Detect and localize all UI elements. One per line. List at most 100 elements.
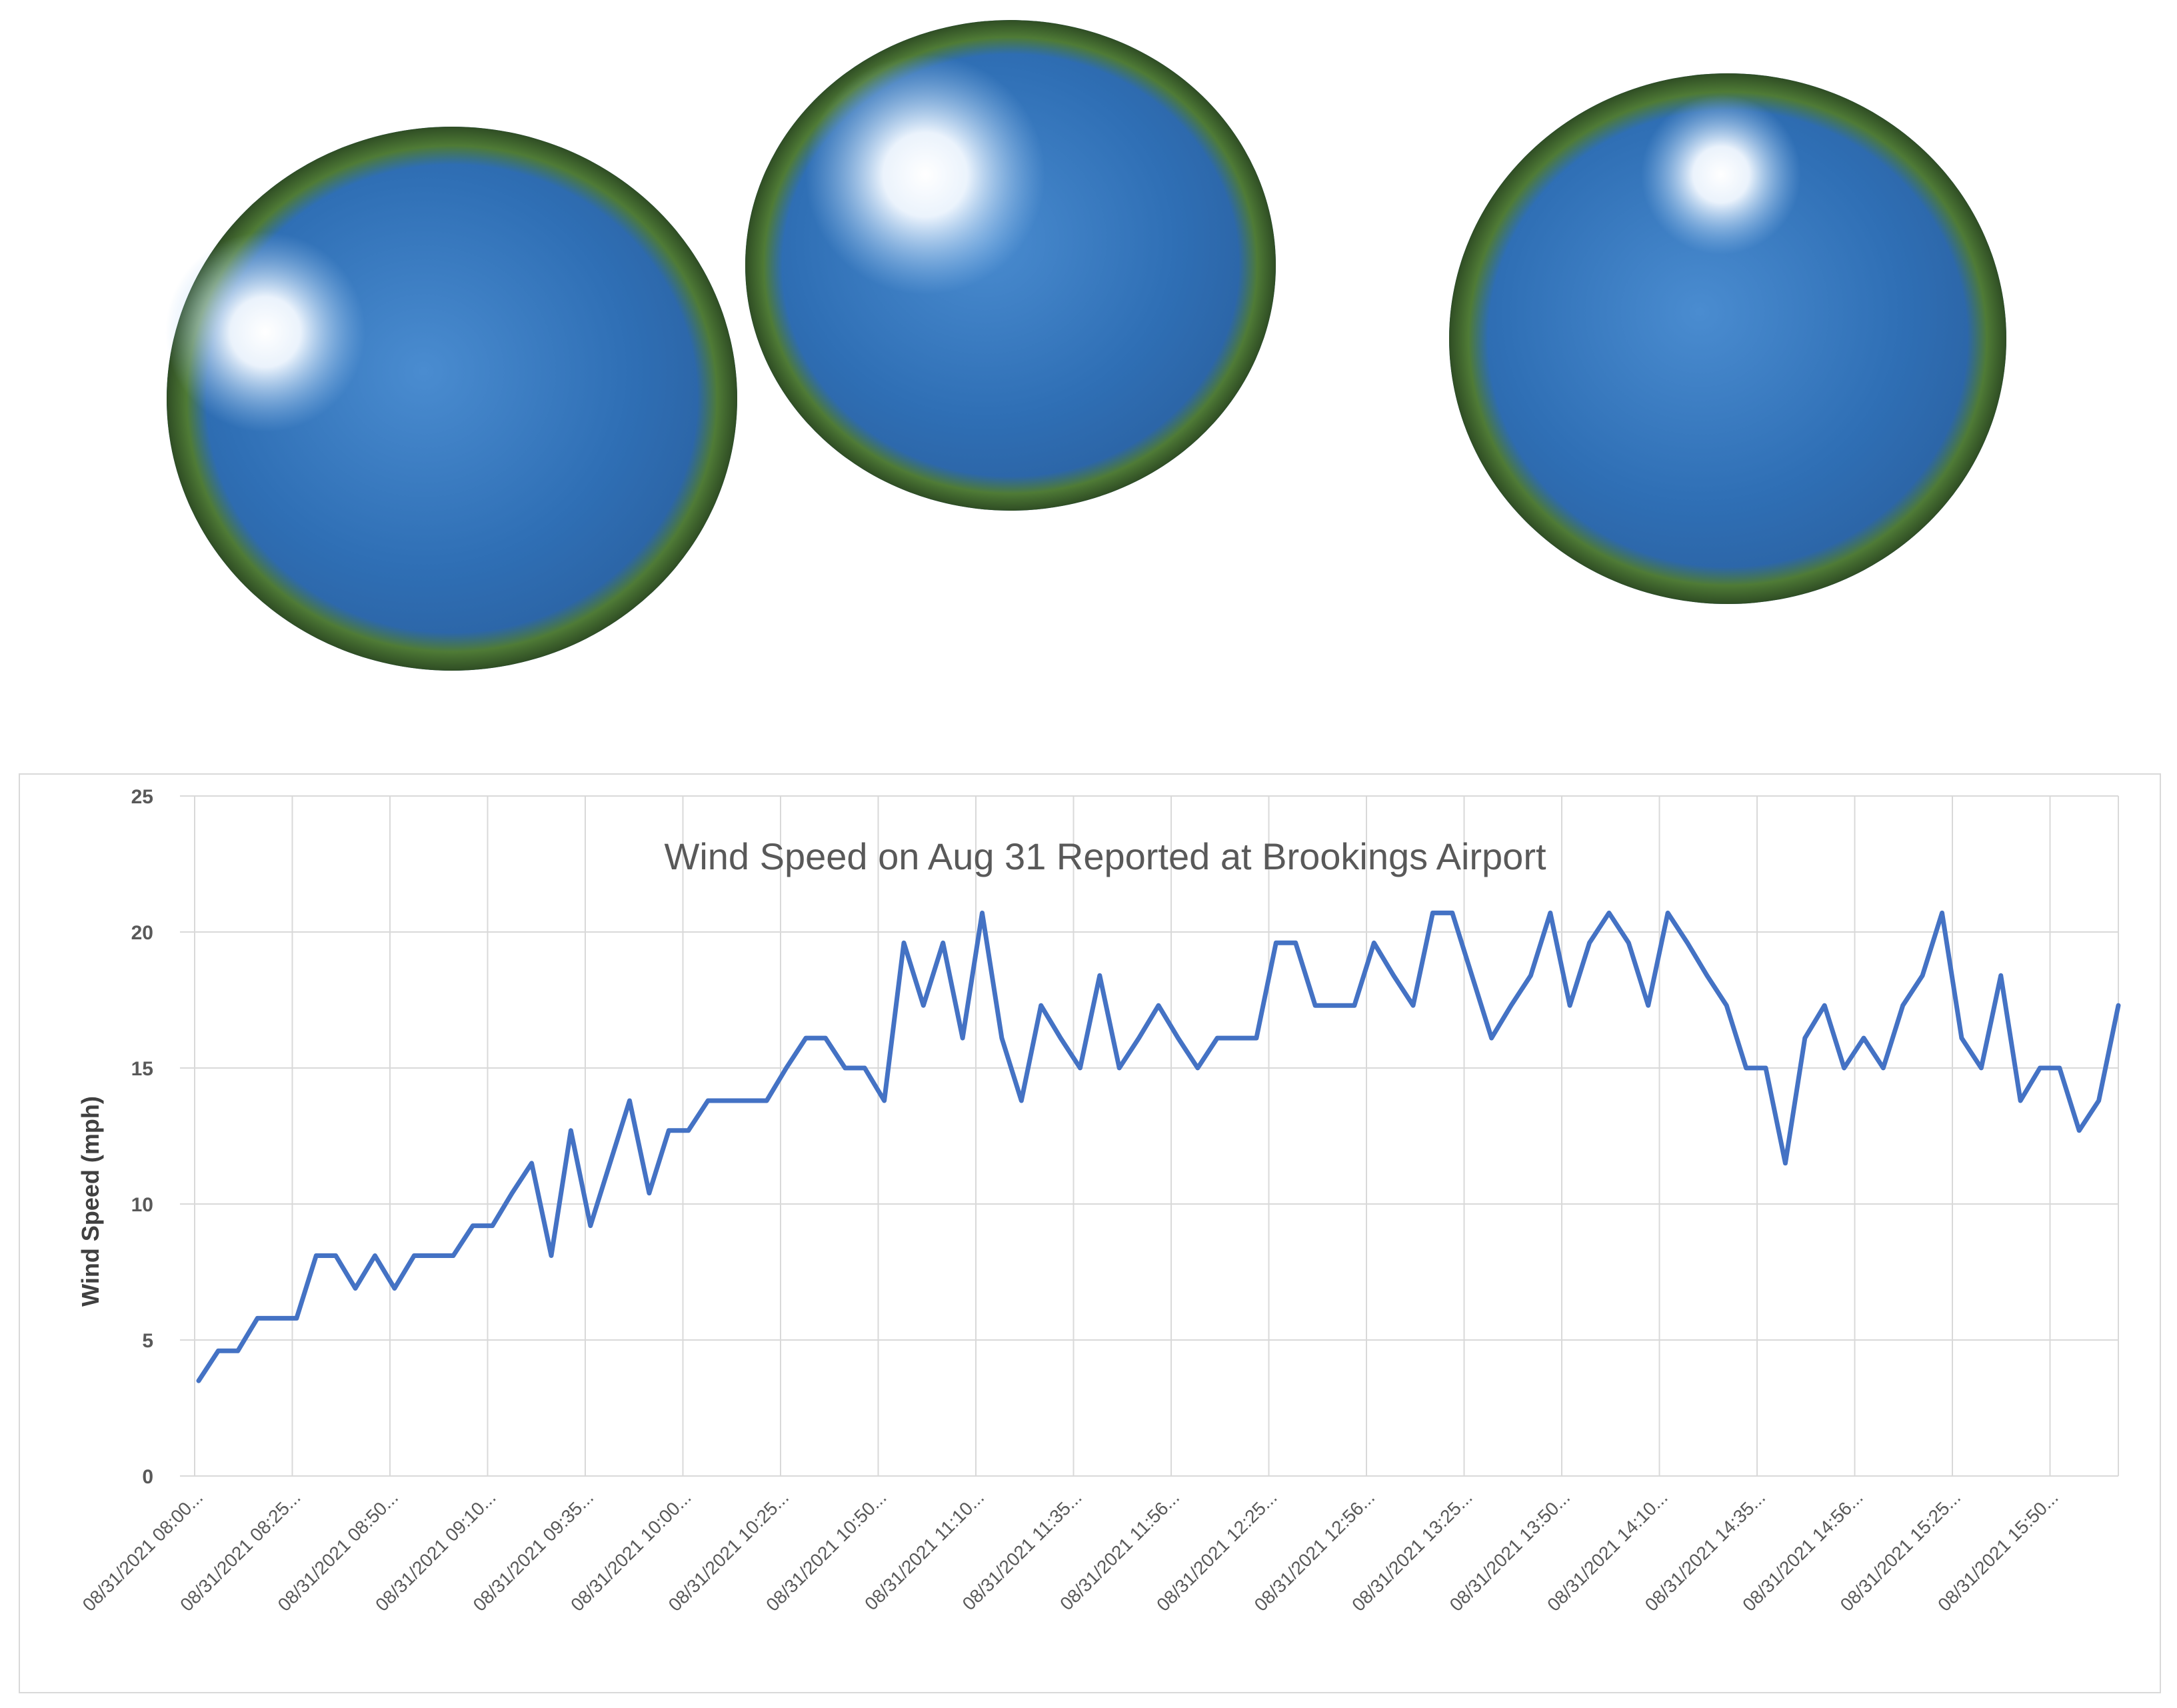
data-point bbox=[314, 1254, 318, 1258]
data-point bbox=[510, 1191, 514, 1195]
data-point bbox=[216, 1349, 220, 1353]
gridlines bbox=[180, 795, 2119, 1477]
y-axis-ticks: 0 5 10 15 20 25 bbox=[131, 786, 153, 1488]
data-point bbox=[1490, 1036, 1494, 1040]
data-point bbox=[2097, 1099, 2101, 1103]
data-point bbox=[295, 1316, 299, 1320]
data-point bbox=[1392, 973, 1396, 977]
data-point bbox=[647, 1191, 651, 1195]
data-point bbox=[1822, 1003, 1826, 1007]
data-point bbox=[412, 1254, 416, 1258]
data-point bbox=[1176, 1036, 1180, 1040]
data-point bbox=[1333, 1003, 1337, 1007]
data-point bbox=[1862, 1036, 1866, 1040]
chart-title: Wind Speed on Aug 31 Reported at Brookin… bbox=[664, 835, 1546, 877]
data-point bbox=[334, 1254, 338, 1258]
series-layer bbox=[196, 910, 2121, 1383]
x-axis-ticks: 08/31/2021 08:00...08/31/2021 08:25...08… bbox=[79, 1487, 2062, 1615]
fisheye-sky-photo-2 bbox=[745, 20, 1276, 511]
y-tick-label: 0 bbox=[142, 1466, 153, 1488]
data-point bbox=[1450, 911, 1454, 915]
data-point bbox=[1196, 1066, 1200, 1070]
data-point bbox=[726, 1099, 730, 1103]
data-point bbox=[197, 1379, 201, 1383]
data-point bbox=[451, 1254, 455, 1258]
sky-photos-row bbox=[0, 0, 2177, 733]
data-point bbox=[1274, 941, 1278, 945]
data-point bbox=[902, 941, 906, 945]
data-point bbox=[1764, 1066, 1768, 1070]
data-point bbox=[275, 1316, 279, 1320]
sun-glare bbox=[805, 55, 1045, 295]
data-point bbox=[2058, 1066, 2062, 1070]
data-point bbox=[1470, 973, 1474, 977]
data-point bbox=[1881, 1066, 1885, 1070]
data-point bbox=[1705, 973, 1709, 977]
data-point bbox=[471, 1224, 475, 1228]
data-point bbox=[1686, 941, 1690, 945]
y-tick-label: 20 bbox=[131, 922, 153, 944]
data-point bbox=[1646, 1003, 1650, 1007]
y-tick-label: 5 bbox=[142, 1330, 153, 1352]
data-point bbox=[373, 1254, 377, 1258]
data-point bbox=[1920, 973, 1924, 977]
data-point bbox=[1372, 941, 1376, 945]
data-point bbox=[1078, 1066, 1082, 1070]
data-point bbox=[1568, 1003, 1572, 1007]
data-point bbox=[1000, 1036, 1004, 1040]
data-point bbox=[1235, 1036, 1239, 1040]
data-point bbox=[765, 1099, 769, 1103]
data-point bbox=[491, 1224, 495, 1228]
data-point bbox=[1999, 973, 2003, 977]
series-line-wind-speed bbox=[196, 910, 2121, 1383]
data-point bbox=[2116, 1003, 2120, 1007]
data-point bbox=[628, 1099, 632, 1103]
data-point bbox=[1509, 1003, 1513, 1007]
data-point bbox=[1626, 941, 1630, 945]
data-point bbox=[687, 1129, 691, 1133]
data-point bbox=[1901, 1003, 1905, 1007]
y-tick-label: 10 bbox=[131, 1194, 153, 1216]
data-point bbox=[1607, 911, 1611, 915]
chart-container: 0 5 10 15 20 25 08/31/2021 08:00... 08/31/2021… bbox=[19, 773, 2161, 1693]
data-point bbox=[1430, 911, 1434, 915]
data-point bbox=[1098, 973, 1102, 977]
data-point bbox=[1313, 1003, 1317, 1007]
data-point bbox=[255, 1316, 259, 1320]
data-point bbox=[393, 1287, 397, 1291]
data-point bbox=[745, 1099, 749, 1103]
data-point bbox=[530, 1161, 534, 1165]
data-point bbox=[706, 1099, 710, 1103]
fisheye-sky-photo-3 bbox=[1449, 73, 2006, 604]
data-point bbox=[1411, 1003, 1415, 1007]
data-point bbox=[981, 911, 985, 915]
data-point bbox=[1803, 1036, 1807, 1040]
data-point bbox=[2038, 1066, 2042, 1070]
data-point bbox=[236, 1349, 240, 1353]
data-point bbox=[1059, 1036, 1063, 1040]
data-point bbox=[1019, 1099, 1023, 1103]
data-point bbox=[1548, 911, 1552, 915]
data-point bbox=[1254, 1036, 1258, 1040]
data-point bbox=[1960, 1036, 1964, 1040]
data-point bbox=[2018, 1099, 2022, 1103]
data-point bbox=[549, 1254, 553, 1258]
sun-glare bbox=[1641, 95, 1801, 255]
y-tick-label: 15 bbox=[131, 1058, 153, 1080]
data-point bbox=[1528, 973, 1532, 977]
data-point bbox=[589, 1224, 593, 1228]
data-point bbox=[1215, 1036, 1219, 1040]
data-point bbox=[941, 941, 945, 945]
data-point bbox=[1724, 1003, 1728, 1007]
data-point bbox=[863, 1066, 867, 1070]
data-point bbox=[1783, 1161, 1787, 1165]
data-point bbox=[432, 1254, 436, 1258]
data-point bbox=[608, 1161, 612, 1165]
data-point bbox=[1842, 1066, 1846, 1070]
data-point bbox=[921, 1003, 925, 1007]
data-point bbox=[1137, 1036, 1141, 1040]
data-point bbox=[1294, 941, 1298, 945]
data-point bbox=[667, 1129, 671, 1133]
data-point bbox=[1744, 1066, 1748, 1070]
data-point bbox=[961, 1036, 965, 1040]
